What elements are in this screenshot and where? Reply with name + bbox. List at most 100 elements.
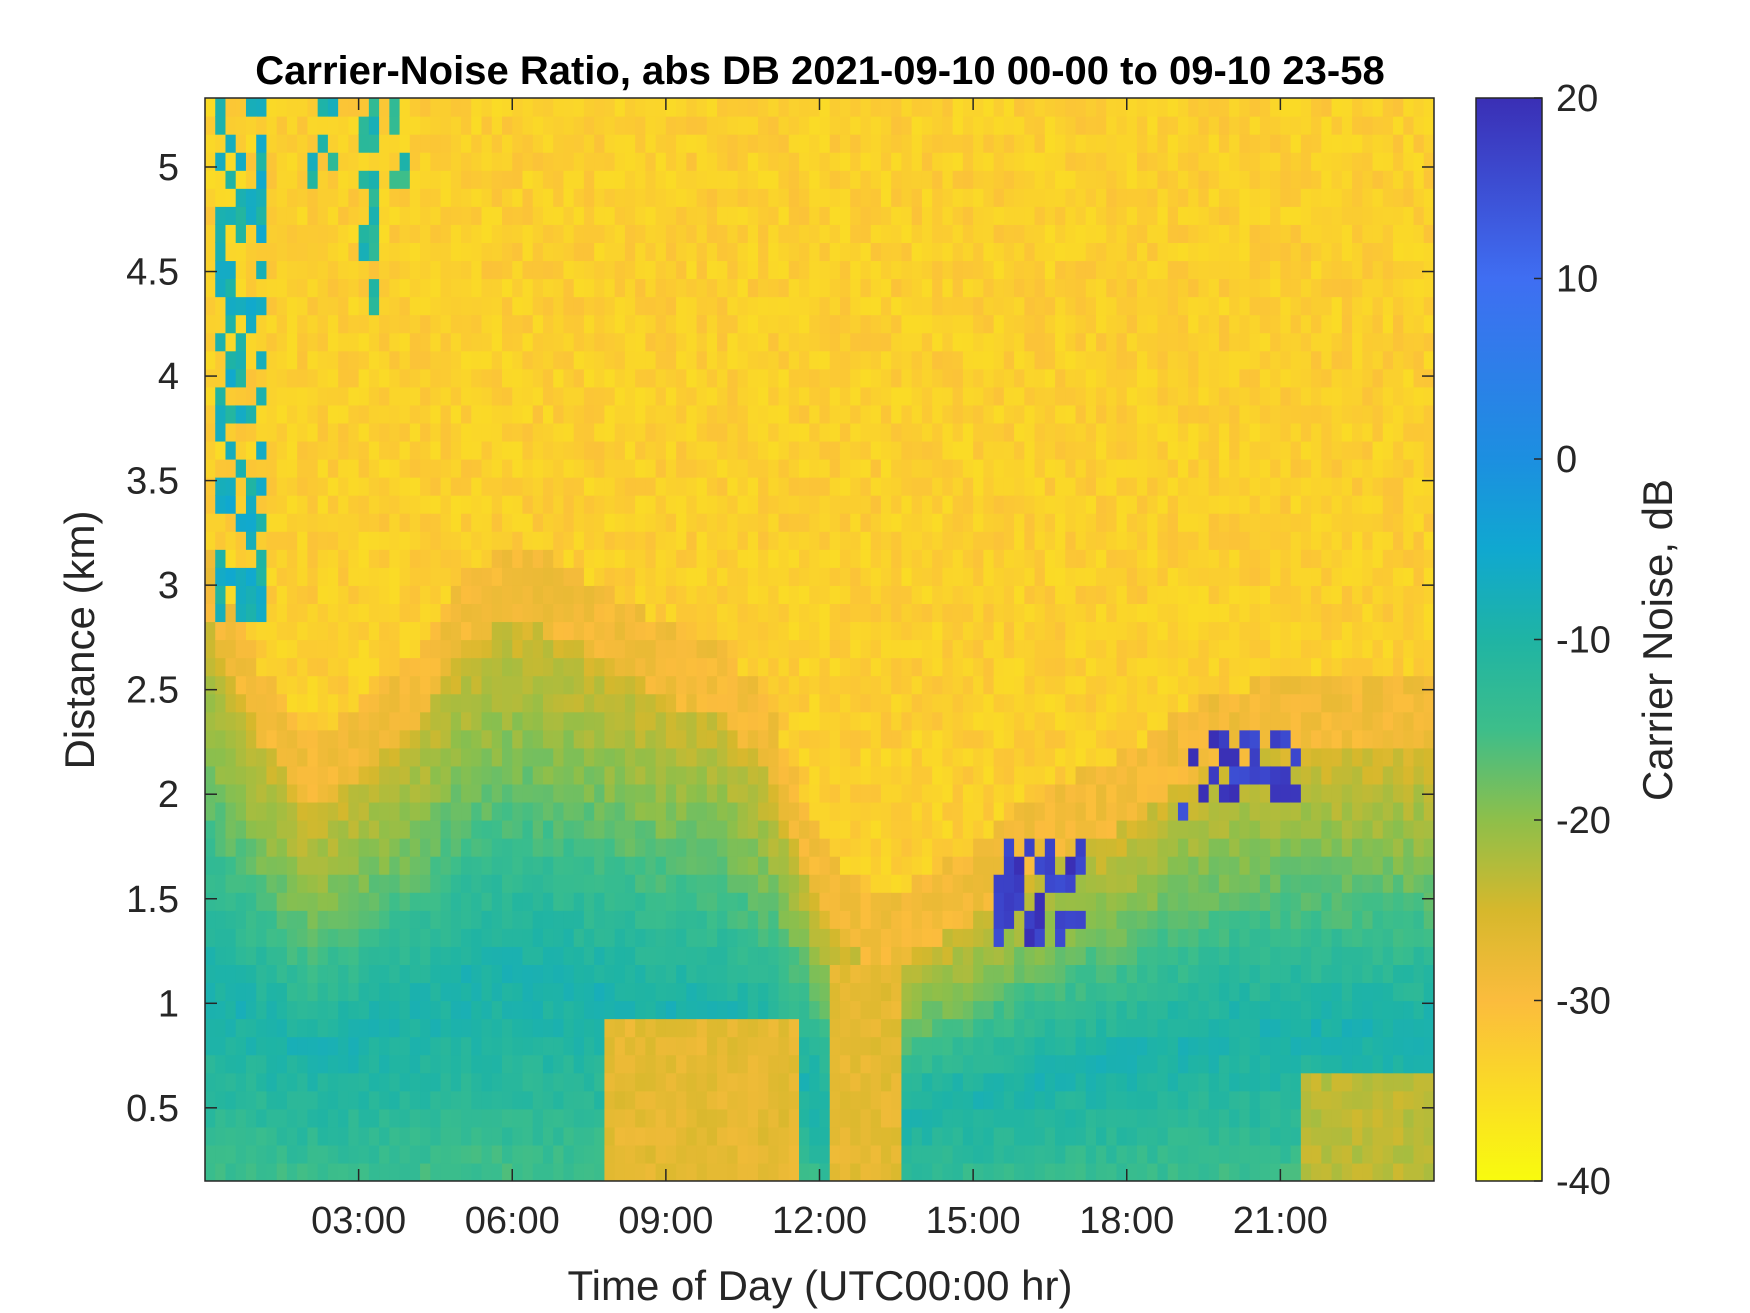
heatmap-cell [604, 783, 616, 803]
heatmap-cell [583, 314, 595, 334]
heatmap-cell [778, 549, 790, 568]
heatmap-cell [235, 278, 247, 298]
heatmap-cell [563, 549, 575, 568]
heatmap-cell [799, 404, 810, 424]
heatmap-cell [368, 711, 380, 731]
heatmap-cell [768, 116, 780, 135]
heatmap-cell [461, 1108, 472, 1128]
heatmap-cell [307, 711, 319, 731]
heatmap-cell [686, 567, 698, 586]
heatmap-cell [409, 1144, 421, 1164]
heatmap-cell [921, 567, 933, 586]
heatmap-cell [225, 513, 237, 532]
heatmap-cell [553, 820, 565, 839]
heatmap-cell [676, 928, 687, 947]
heatmap-cell [317, 928, 329, 947]
heatmap-cell [839, 639, 851, 659]
heatmap-cell [348, 928, 360, 947]
heatmap-cell [1014, 440, 1025, 460]
heatmap-cell [327, 332, 339, 352]
heatmap-cell [901, 910, 913, 929]
heatmap-cell [665, 1144, 677, 1164]
heatmap-cell [205, 910, 216, 929]
heatmap-cell [686, 928, 698, 947]
heatmap-cell [829, 459, 841, 478]
heatmap-cell [440, 1000, 452, 1020]
heatmap-cell [471, 152, 483, 171]
heatmap-cell [512, 368, 524, 388]
heatmap-cell [338, 657, 349, 677]
heatmap-cell [553, 116, 565, 135]
heatmap-cell [1044, 98, 1056, 117]
heatmap-cell [481, 134, 493, 153]
heatmap-cell [409, 513, 421, 532]
heatmap-cell [266, 1054, 278, 1074]
heatmap-cell [1003, 1054, 1015, 1074]
heatmap-cell [266, 296, 278, 316]
heatmap-cell [235, 495, 247, 514]
heatmap-cell [491, 224, 503, 243]
heatmap-cell [686, 368, 698, 388]
heatmap-cell [747, 296, 759, 316]
heatmap-cell [1003, 585, 1015, 604]
heatmap-cell [717, 964, 728, 984]
heatmap-cell [1003, 946, 1015, 965]
heatmap-cell [368, 531, 380, 550]
heatmap-cell [563, 693, 575, 713]
heatmap-cell [379, 1144, 390, 1164]
heatmap-cell [215, 386, 227, 406]
heatmap-cell [727, 928, 739, 947]
heatmap-cell [932, 513, 943, 532]
heatmap-cell [215, 531, 227, 550]
heatmap-cell [522, 928, 534, 947]
heatmap-cell [542, 567, 554, 586]
heatmap-cell [409, 801, 421, 821]
heatmap-cell [942, 170, 954, 189]
heatmap-cell [215, 693, 227, 713]
heatmap-cell [235, 765, 247, 785]
heatmap-cell [317, 1000, 329, 1020]
heatmap-cell [327, 892, 339, 911]
heatmap-cell [676, 513, 687, 532]
heatmap-cell [850, 332, 862, 352]
heatmap-cell [409, 928, 421, 947]
heatmap-cell [583, 459, 595, 478]
heatmap-cell [717, 711, 728, 731]
heatmap-cell [1024, 1144, 1036, 1164]
heatmap-cell [973, 242, 984, 262]
heatmap-cell [205, 422, 216, 442]
heatmap-cell [768, 982, 780, 1002]
heatmap-cell [901, 1108, 913, 1128]
heatmap-cell [338, 783, 349, 803]
heatmap-cell [389, 621, 401, 641]
heatmap-cell [839, 495, 851, 514]
heatmap-cell [604, 1018, 616, 1038]
heatmap-cell [348, 1126, 360, 1146]
heatmap-cell [880, 170, 892, 189]
heatmap-cell [563, 928, 575, 947]
heatmap-cell [758, 206, 769, 225]
heatmap-cell [686, 1054, 698, 1074]
heatmap-cell [409, 459, 421, 478]
heatmap-cell [205, 874, 216, 893]
heatmap-cell [1024, 188, 1036, 207]
heatmap-cell [1003, 296, 1015, 316]
heatmap-cell [880, 350, 892, 370]
heatmap-cell [921, 675, 933, 695]
heatmap-cell [338, 513, 349, 532]
heatmap-cell [420, 910, 431, 929]
heatmap-cell [399, 1072, 411, 1092]
heatmap-cell [778, 152, 790, 171]
heatmap-cell [665, 98, 677, 117]
heatmap-cell [512, 892, 524, 911]
heatmap-cell [870, 296, 882, 316]
heatmap-cell [276, 170, 288, 189]
heatmap-cell [758, 928, 769, 947]
heatmap-cell [788, 801, 800, 821]
heatmap-cell [952, 1036, 964, 1056]
heatmap-cell [502, 188, 513, 207]
heatmap-cell [205, 675, 216, 695]
heatmap-cell [891, 1090, 903, 1110]
heatmap-cell [532, 278, 544, 298]
heatmap-cell [860, 801, 872, 821]
